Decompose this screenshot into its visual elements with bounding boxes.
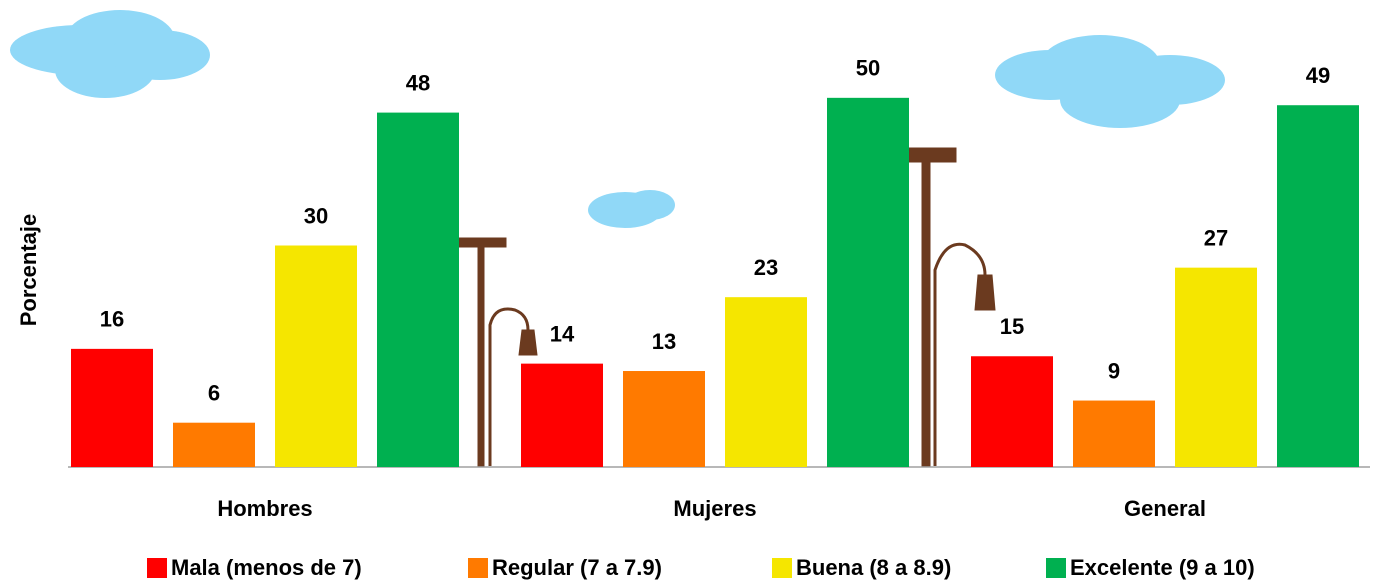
decoration bbox=[448, 147, 996, 467]
value-label: 15 bbox=[1000, 314, 1024, 339]
legend-label: Mala (menos de 7) bbox=[171, 555, 362, 580]
bar bbox=[521, 363, 603, 467]
legend-label: Excelente (9 a 10) bbox=[1070, 555, 1255, 580]
bar bbox=[1277, 105, 1359, 467]
value-label: 14 bbox=[550, 321, 575, 346]
legend-swatch bbox=[1046, 558, 1066, 578]
value-label: 49 bbox=[1306, 63, 1330, 88]
value-label: 6 bbox=[208, 381, 220, 406]
y-axis-label: Porcentaje bbox=[16, 214, 41, 327]
x-tick-label: General bbox=[1124, 496, 1206, 521]
legend-swatch bbox=[468, 558, 488, 578]
x-tick-label: Mujeres bbox=[673, 496, 756, 521]
bar bbox=[1073, 400, 1155, 467]
value-label: 48 bbox=[406, 70, 430, 95]
bar bbox=[377, 112, 459, 467]
value-label: 23 bbox=[754, 255, 778, 280]
bar bbox=[827, 97, 909, 467]
bar bbox=[71, 348, 153, 467]
bar bbox=[725, 297, 807, 467]
bar bbox=[971, 356, 1053, 467]
value-label: 13 bbox=[652, 329, 676, 354]
value-label: 50 bbox=[856, 56, 880, 81]
legend-swatch bbox=[147, 558, 167, 578]
value-label: 27 bbox=[1204, 225, 1228, 250]
bar bbox=[1175, 267, 1257, 467]
value-label: 16 bbox=[100, 307, 124, 332]
bar bbox=[275, 245, 357, 467]
bar bbox=[623, 371, 705, 467]
value-label: 9 bbox=[1108, 358, 1120, 383]
legend-label: Buena (8 a 8.9) bbox=[796, 555, 951, 580]
decoration bbox=[10, 10, 1225, 228]
legend-label: Regular (7 a 7.9) bbox=[492, 555, 662, 580]
value-label: 30 bbox=[304, 203, 328, 228]
bar bbox=[173, 422, 255, 467]
legend-swatch bbox=[772, 558, 792, 578]
x-tick-label: Hombres bbox=[217, 496, 312, 521]
